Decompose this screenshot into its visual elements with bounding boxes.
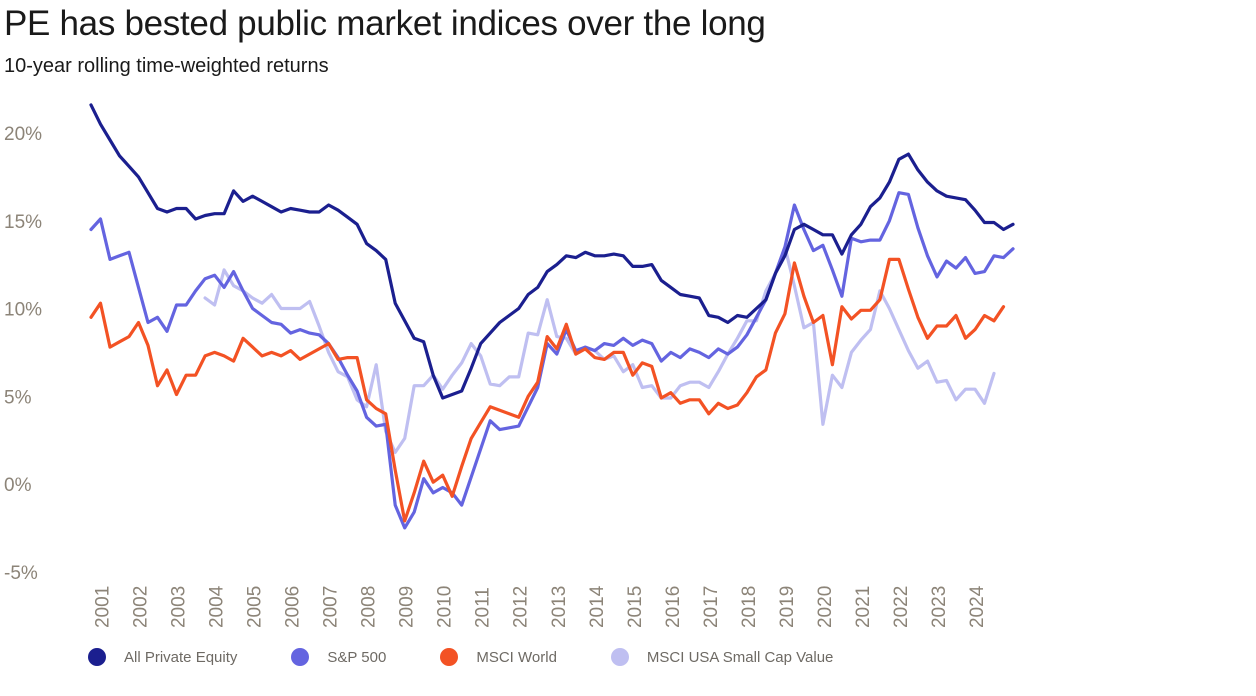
y-tick-label: -5% [4, 563, 38, 584]
legend-swatch [610, 648, 629, 666]
y-tick-label: 10% [4, 300, 42, 321]
x-tick-label: 2005 [245, 586, 266, 628]
series-line-msci-usa-small-cap-value [203, 245, 996, 454]
x-tick-label: 2017 [701, 586, 722, 628]
x-tick-label: 2011 [473, 587, 494, 628]
x-tick-label: 2024 [967, 585, 988, 628]
legend-item: MSCI USA Small Cap Value [610, 648, 834, 666]
series-line-s-p-500 [89, 191, 1015, 530]
x-tick-label: 2008 [359, 586, 380, 628]
chart-subtitle: 10-year rolling time-weighted returns [4, 55, 329, 77]
legend-item: MSCI World [440, 648, 557, 666]
x-tick-label: 2001 [93, 586, 114, 628]
chart-title: PE has bested public market indices over… [4, 4, 766, 43]
x-tick-label: 2003 [169, 586, 190, 628]
line-chart: 20%15%10%5%0%-5% 2001 2002 2003 2004 2005 200… [4, 103, 1015, 628]
x-tick-label: 2010 [435, 586, 456, 628]
x-tick-label: 2014 [587, 585, 608, 628]
x-tick-label: 2007 [321, 586, 342, 628]
y-tick-label: 5% [4, 387, 32, 408]
y-tick-label: 20% [4, 124, 42, 145]
legend-swatch [88, 648, 106, 666]
legend-swatch [440, 648, 459, 666]
legend-label: MSCI USA Small Cap Value [646, 648, 834, 666]
x-tick-label: 2004 [207, 585, 228, 628]
x-tick-label: 2022 [891, 586, 912, 628]
series-line-msci-world [89, 257, 1006, 523]
x-tick-label: 2012 [511, 586, 532, 628]
y-tick-label: 15% [4, 212, 42, 233]
y-tick-label: 0% [4, 475, 32, 496]
x-tick-label: 2023 [929, 586, 950, 628]
x-tick-label: 2020 [815, 586, 836, 628]
series-line-all-private-equity [89, 103, 1015, 400]
x-tick-label: 2021 [853, 586, 874, 628]
series-lines [89, 103, 1015, 530]
x-tick-label: 2016 [663, 586, 684, 628]
y-axis: 20% 15% 10% 5% 0% -5% [4, 124, 42, 584]
legend-label: MSCI World [476, 648, 557, 666]
x-tick-label: 2013 [549, 586, 570, 628]
legend-swatch [291, 648, 310, 666]
legend: All Private Equity S&P 500 MSCI World MSCI … [88, 648, 887, 666]
legend-item: All Private Equity [88, 648, 237, 666]
x-tick-label: 2002 [131, 586, 152, 628]
x-tick-label: 2018 [739, 586, 760, 628]
x-tick-label: 2015 [625, 586, 646, 628]
legend-label: S&P 500 [327, 648, 387, 666]
x-tick-label: 2019 [777, 586, 798, 628]
x-axis: 2001 2002 2003 2004 2005 2006 2007 2008 2009 2010… [93, 585, 988, 628]
legend-label: All Private Equity [124, 648, 238, 666]
x-tick-label: 2006 [283, 586, 304, 628]
x-tick-label: 2009 [397, 586, 418, 628]
legend-item: S&P 500 [291, 648, 386, 666]
